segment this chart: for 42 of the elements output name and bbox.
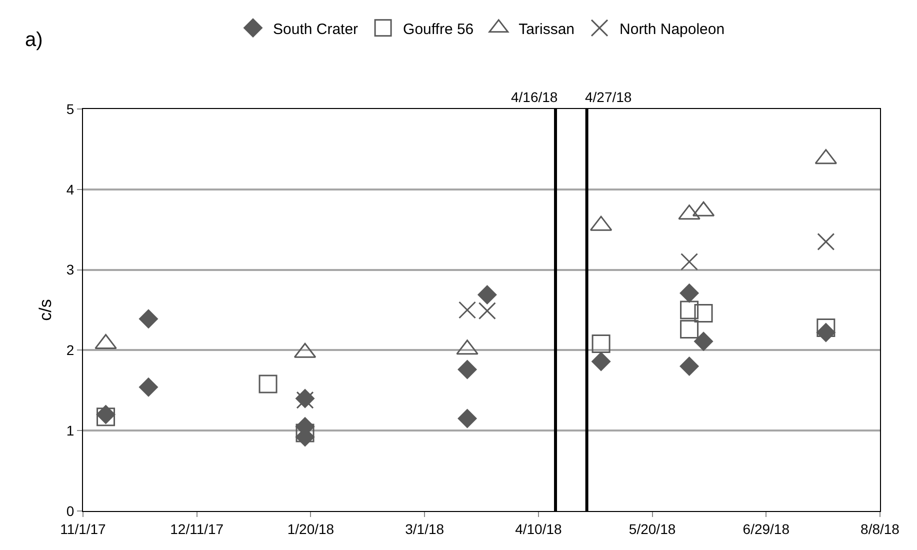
point <box>458 408 478 428</box>
point <box>592 334 610 354</box>
point <box>680 320 699 339</box>
x-tick-label: 6/29/18 <box>742 520 790 537</box>
y-tick-label: 3 <box>66 262 74 278</box>
point <box>680 253 698 271</box>
point <box>680 283 700 303</box>
point <box>817 232 835 250</box>
y-tick-label: 0 <box>66 502 74 519</box>
point <box>680 300 699 320</box>
point <box>680 356 700 376</box>
point <box>694 332 714 352</box>
y-tick-label: 4 <box>66 181 74 198</box>
ref-line-label: 4/27/18 <box>585 89 632 105</box>
legend-label: Gouffre 56 <box>403 20 474 38</box>
ref-line-label: 4/16/18 <box>511 89 558 105</box>
point <box>138 377 158 397</box>
point <box>591 352 611 372</box>
x-tick-label: 5/20/18 <box>628 520 676 537</box>
y-axis-title: c/s <box>36 299 55 321</box>
point <box>816 318 836 337</box>
point <box>296 424 314 442</box>
y-tick-label: 5 <box>66 100 74 117</box>
point <box>458 360 478 380</box>
x-tick-label: 8/8/18 <box>860 520 900 537</box>
point <box>458 301 476 319</box>
legend-label: South Crater <box>273 20 358 38</box>
x-tick-label: 3/1/18 <box>405 520 444 537</box>
y-tick-label: 2 <box>66 342 74 358</box>
x-tick-label: 12/11/17 <box>170 520 224 537</box>
legend-label: North Napoleon <box>620 20 725 38</box>
point <box>478 302 496 320</box>
legend-label: Tarissan <box>518 20 575 38</box>
point <box>138 309 158 329</box>
x-tick-label: 4/10/18 <box>515 520 562 537</box>
text: a) <box>25 29 43 51</box>
point <box>258 374 278 394</box>
x-tick-label: 11/1/17 <box>60 520 106 537</box>
point <box>477 284 497 304</box>
x-tick-label: 1/20/18 <box>287 520 334 537</box>
point <box>694 304 713 322</box>
y-tick-label: 1 <box>66 422 74 438</box>
